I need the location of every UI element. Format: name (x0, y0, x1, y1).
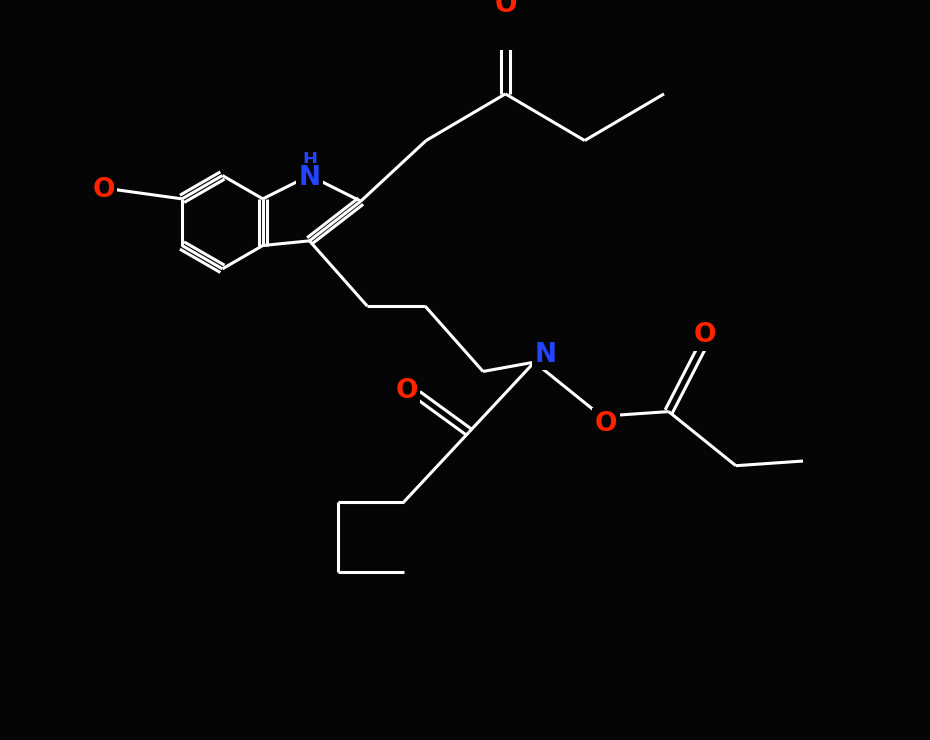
Text: O: O (92, 177, 114, 203)
Text: O: O (494, 0, 517, 18)
Text: O: O (694, 322, 716, 348)
Text: N: N (535, 342, 556, 368)
Text: O: O (395, 378, 418, 404)
Text: O: O (595, 411, 618, 437)
Text: N: N (299, 165, 321, 192)
Text: H: H (302, 151, 317, 169)
